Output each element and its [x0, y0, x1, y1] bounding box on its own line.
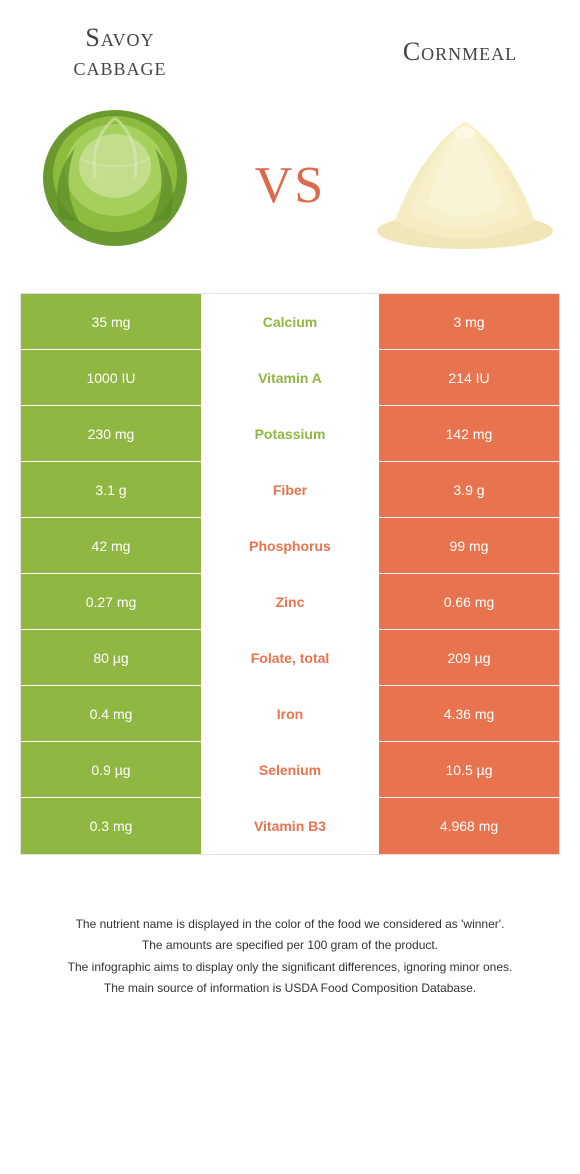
footnote-line: The nutrient name is displayed in the co… [20, 915, 560, 934]
right-food-title: Cornmeal [360, 38, 560, 67]
header-titles: Savoy cabbage Cornmeal [20, 24, 560, 81]
table-row: 0.27 mgZinc0.66 mg [21, 574, 559, 630]
cabbage-image [20, 93, 210, 263]
left-value-cell: 3.1 g [21, 462, 201, 517]
image-row: vs [20, 93, 560, 263]
left-value-cell: 0.4 mg [21, 686, 201, 741]
cornmeal-icon [370, 103, 560, 253]
nutrient-name-cell: Potassium [201, 406, 379, 461]
nutrient-name-cell: Selenium [201, 742, 379, 797]
left-value-cell: 1000 IU [21, 350, 201, 405]
left-title-line1: Savoy [85, 23, 154, 52]
left-value-cell: 80 µg [21, 630, 201, 685]
left-value-cell: 0.27 mg [21, 574, 201, 629]
table-row: 35 mgCalcium3 mg [21, 294, 559, 350]
table-row: 0.9 µgSelenium10.5 µg [21, 742, 559, 798]
left-title-line2: cabbage [73, 52, 166, 81]
right-value-cell: 3.9 g [379, 462, 559, 517]
nutrient-name-cell: Vitamin B3 [201, 798, 379, 854]
nutrient-name-cell: Fiber [201, 462, 379, 517]
table-row: 1000 IUVitamin A214 IU [21, 350, 559, 406]
footnotes: The nutrient name is displayed in the co… [20, 915, 560, 998]
table-row: 80 µgFolate, total209 µg [21, 630, 559, 686]
right-value-cell: 209 µg [379, 630, 559, 685]
footnote-line: The main source of information is USDA F… [20, 979, 560, 998]
right-value-cell: 4.36 mg [379, 686, 559, 741]
nutrient-name-cell: Folate, total [201, 630, 379, 685]
nutrient-name-cell: Vitamin A [201, 350, 379, 405]
right-title-text: Cornmeal [403, 37, 517, 66]
right-value-cell: 214 IU [379, 350, 559, 405]
footnote-line: The infographic aims to display only the… [20, 958, 560, 977]
footnote-line: The amounts are specified per 100 gram o… [20, 936, 560, 955]
nutrient-name-cell: Calcium [201, 294, 379, 349]
left-food-title: Savoy cabbage [20, 24, 220, 81]
nutrient-name-cell: Zinc [201, 574, 379, 629]
right-value-cell: 142 mg [379, 406, 559, 461]
right-value-cell: 4.968 mg [379, 798, 559, 854]
right-value-cell: 0.66 mg [379, 574, 559, 629]
table-row: 230 mgPotassium142 mg [21, 406, 559, 462]
nutrient-comparison-table: 35 mgCalcium3 mg1000 IUVitamin A214 IU23… [20, 293, 560, 855]
table-row: 42 mgPhosphorus99 mg [21, 518, 559, 574]
nutrient-name-cell: Iron [201, 686, 379, 741]
table-row: 3.1 gFiber3.9 g [21, 462, 559, 518]
left-value-cell: 35 mg [21, 294, 201, 349]
nutrient-name-cell: Phosphorus [201, 518, 379, 573]
left-value-cell: 0.3 mg [21, 798, 201, 854]
left-value-cell: 0.9 µg [21, 742, 201, 797]
table-row: 0.3 mgVitamin B34.968 mg [21, 798, 559, 854]
vs-label: vs [255, 136, 325, 221]
left-value-cell: 230 mg [21, 406, 201, 461]
right-value-cell: 10.5 µg [379, 742, 559, 797]
left-value-cell: 42 mg [21, 518, 201, 573]
table-row: 0.4 mgIron4.36 mg [21, 686, 559, 742]
cabbage-icon [30, 98, 200, 258]
right-value-cell: 99 mg [379, 518, 559, 573]
cornmeal-image [370, 93, 560, 263]
right-value-cell: 3 mg [379, 294, 559, 349]
